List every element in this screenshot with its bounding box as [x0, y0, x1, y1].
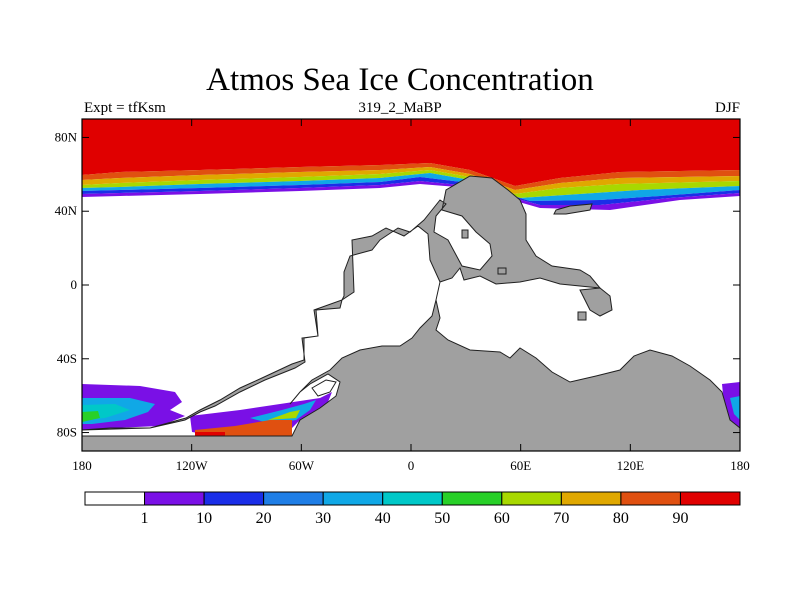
- colorbar-label: 90: [672, 510, 688, 527]
- lon-tick-label: 180: [730, 458, 750, 473]
- antarctic-sea-ice-east: [722, 382, 740, 428]
- colorbar-label: 40: [375, 510, 391, 527]
- lat-tick-label: 40N: [55, 203, 78, 218]
- small-island-1: [577, 311, 587, 321]
- colorbar-label: 80: [613, 510, 629, 527]
- colorbar-label: 20: [256, 510, 272, 527]
- period-label: 319_2_MaBP: [358, 100, 442, 116]
- colorbar-label: 50: [434, 510, 450, 527]
- map-panel: 80N 40N 0 40S 80S 180 120W 60W 0 60E 120E 180: [55, 118, 750, 473]
- small-island-3: [497, 267, 507, 275]
- colorbar-swatch: [382, 491, 443, 506]
- lat-tick-label: 0: [71, 277, 78, 292]
- lon-tick-label: 180: [72, 458, 92, 473]
- lat-tick-label: 80S: [57, 425, 77, 440]
- colorbar-swatch: [441, 491, 503, 506]
- antarctic-sea-ice-west: [82, 384, 185, 430]
- colorbar-swatch: [144, 491, 205, 506]
- lon-tick-label: 60W: [289, 458, 315, 473]
- axis-ticks: 80N 40N 0 40S 80S 180 120W 60W 0 60E 120E 180: [55, 119, 750, 473]
- lat-tick-label: 80N: [55, 129, 78, 144]
- season-label: DJF: [714, 100, 740, 116]
- south-atlantic-island: [579, 287, 613, 317]
- colorbar-swatch: [322, 491, 384, 506]
- experiment-label: Expt = tfKsm: [84, 100, 166, 116]
- colorbar-swatch: [620, 491, 681, 506]
- arctic-sea-ice: [82, 119, 740, 210]
- lon-tick-label: 60E: [510, 458, 531, 473]
- colorbar-swatch: [263, 491, 324, 506]
- colorbar-swatch: [84, 491, 146, 506]
- peninsula-white-gap: [311, 379, 337, 397]
- colorbar-label: 30: [315, 510, 331, 527]
- lat-tick-label: 40S: [57, 351, 77, 366]
- colorbar-swatch: [560, 491, 622, 506]
- colorbar-label: 1: [141, 510, 149, 527]
- colorbar-label: 10: [196, 510, 212, 527]
- small-island-2: [461, 229, 469, 239]
- figure-title: Atmos Sea Ice Concentration: [206, 62, 594, 98]
- colorbar-label: 60: [494, 510, 510, 527]
- colorbar-label: 70: [553, 510, 569, 527]
- lon-tick-label: 120W: [176, 458, 209, 473]
- antarctic-sea-ice-central: [190, 392, 332, 436]
- lon-tick-label: 0: [408, 458, 415, 473]
- colorbar-swatch: [203, 491, 265, 506]
- northern-strip: [553, 203, 593, 215]
- colorbar-swatch: [501, 491, 562, 506]
- colorbar: 1 10 20 30 40 50 60 70 80 90: [84, 491, 741, 527]
- colorbar-swatch: [679, 491, 741, 506]
- lon-tick-label: 120E: [617, 458, 645, 473]
